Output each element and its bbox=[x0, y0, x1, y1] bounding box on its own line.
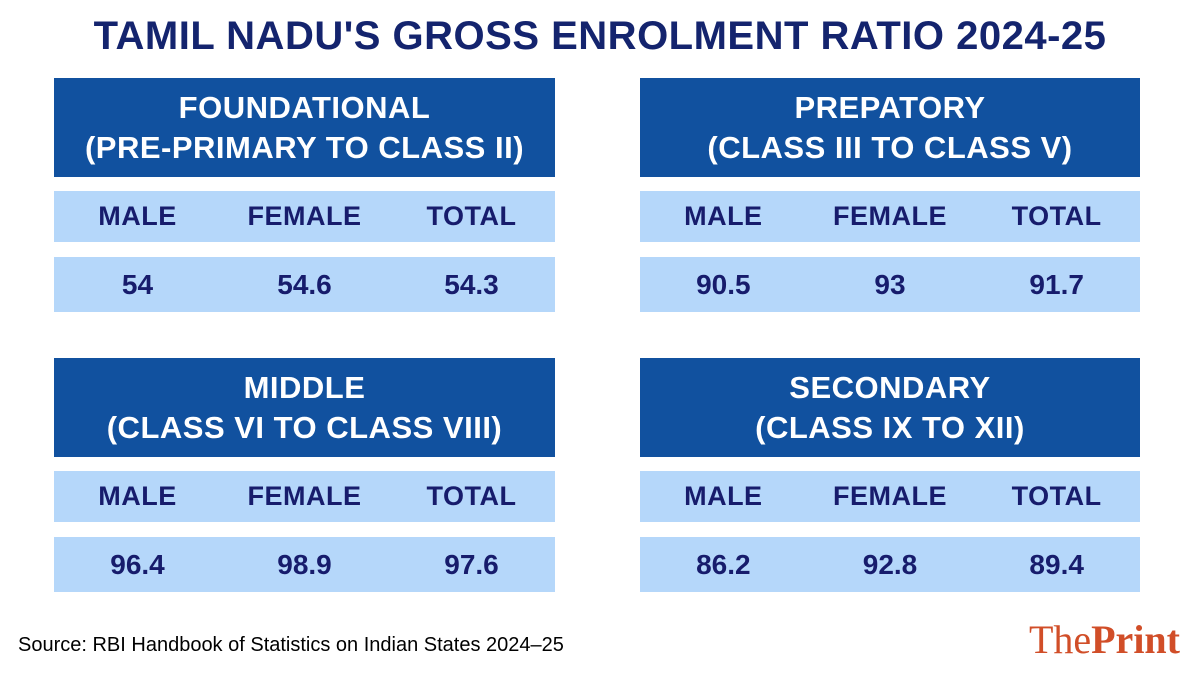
value-row: 96.4 98.9 97.6 bbox=[54, 537, 555, 592]
panel-title: FOUNDATIONAL bbox=[178, 89, 431, 125]
page-title: TAMIL NADU'S GROSS ENROLMENT RATIO 2024-… bbox=[93, 14, 1107, 58]
panel-prepatory: PREPATORY (CLASS III TO CLASS V) MALE FE… bbox=[640, 78, 1140, 312]
column-header-female: FEMALE bbox=[833, 481, 947, 511]
panel-subtitle: (CLASS IX TO XII) bbox=[755, 409, 1025, 445]
value-female: 92.8 bbox=[862, 548, 918, 580]
column-header-female: FEMALE bbox=[833, 201, 947, 231]
column-header-female: FEMALE bbox=[247, 201, 362, 231]
theprint-logo: ThePrint bbox=[1029, 616, 1180, 663]
value-female: 54.6 bbox=[277, 268, 332, 300]
column-header-male: MALE bbox=[684, 481, 763, 511]
panel-header-prepatory: PREPATORY (CLASS III TO CLASS V) bbox=[640, 78, 1140, 177]
value-total: 89.4 bbox=[1029, 548, 1084, 580]
column-header-row: MALE FEMALE TOTAL bbox=[54, 471, 555, 522]
panel-subtitle: (PRE-PRIMARY TO CLASS II) bbox=[84, 129, 525, 165]
value-row: 86.2 92.8 89.4 bbox=[640, 537, 1140, 592]
column-header-male: MALE bbox=[98, 481, 177, 511]
column-header-row: MALE FEMALE TOTAL bbox=[54, 191, 555, 242]
value-male: 54 bbox=[121, 268, 154, 300]
panel-foundational: FOUNDATIONAL (PRE-PRIMARY TO CLASS II) M… bbox=[54, 78, 555, 312]
panel-header-middle: MIDDLE (CLASS VI TO CLASS VIII) bbox=[54, 358, 555, 457]
panel-secondary: SECONDARY (CLASS IX TO XII) MALE FEMALE … bbox=[640, 358, 1140, 592]
panel-title: SECONDARY bbox=[789, 369, 991, 405]
column-header-male: MALE bbox=[684, 201, 763, 231]
column-header-female: FEMALE bbox=[247, 481, 362, 511]
panel-title: PREPATORY bbox=[794, 89, 986, 125]
value-total: 97.6 bbox=[444, 548, 499, 580]
value-row: 54 54.6 54.3 bbox=[54, 257, 555, 312]
value-female: 93 bbox=[874, 268, 906, 300]
panel-header-secondary: SECONDARY (CLASS IX TO XII) bbox=[640, 358, 1140, 457]
value-row: 90.5 93 91.7 bbox=[640, 257, 1140, 312]
logo-print: Print bbox=[1091, 617, 1180, 662]
column-header-total: TOTAL bbox=[1011, 481, 1102, 511]
panel-title: MIDDLE bbox=[243, 369, 366, 405]
panel-subtitle: (CLASS VI TO CLASS VIII) bbox=[106, 409, 503, 445]
column-header-row: MALE FEMALE TOTAL bbox=[640, 191, 1140, 242]
panel-header-foundational: FOUNDATIONAL (PRE-PRIMARY TO CLASS II) bbox=[54, 78, 555, 177]
panel-middle: MIDDLE (CLASS VI TO CLASS VIII) MALE FEM… bbox=[54, 358, 555, 592]
column-header-total: TOTAL bbox=[426, 201, 517, 231]
value-female: 98.9 bbox=[277, 548, 332, 580]
value-total: 91.7 bbox=[1029, 268, 1084, 300]
value-male: 90.5 bbox=[696, 268, 751, 300]
value-male: 86.2 bbox=[696, 548, 751, 580]
value-male: 96.4 bbox=[110, 548, 165, 580]
logo-the: The bbox=[1028, 617, 1092, 662]
panel-subtitle: (CLASS III TO CLASS V) bbox=[707, 129, 1073, 165]
column-header-row: MALE FEMALE TOTAL bbox=[640, 471, 1140, 522]
value-total: 54.3 bbox=[444, 268, 499, 300]
column-header-total: TOTAL bbox=[1011, 201, 1102, 231]
column-header-male: MALE bbox=[98, 201, 177, 231]
source-attribution: Source: RBI Handbook of Statistics on In… bbox=[18, 634, 564, 656]
column-header-total: TOTAL bbox=[426, 481, 517, 511]
panels-grid: FOUNDATIONAL (PRE-PRIMARY TO CLASS II) M… bbox=[54, 78, 1140, 592]
